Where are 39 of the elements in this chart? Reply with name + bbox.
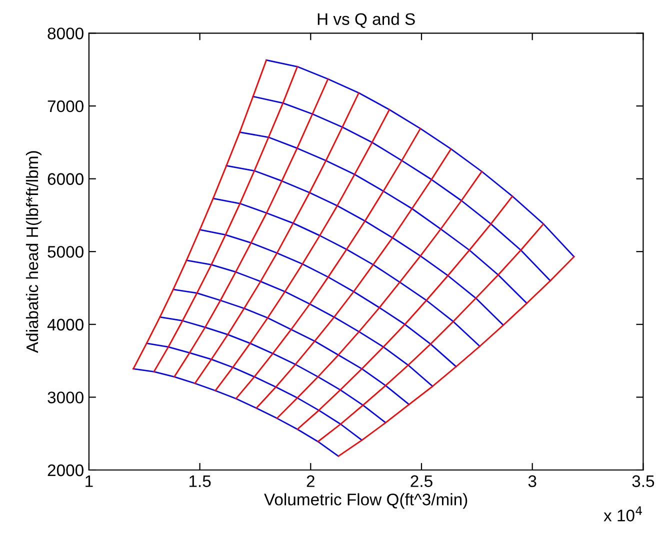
line-series — [226, 164, 504, 326]
line-series — [172, 288, 410, 406]
y-tick-label: 5000 — [48, 246, 84, 258]
line-series — [174, 78, 329, 378]
line-series — [214, 108, 390, 392]
line-series — [186, 260, 434, 387]
line-series — [235, 128, 422, 400]
line-series — [159, 316, 386, 424]
line-series — [153, 66, 298, 372]
line-series — [296, 196, 514, 430]
x-tick-label: 2.5 — [410, 475, 432, 488]
line-series — [338, 256, 575, 457]
line-series — [132, 368, 340, 457]
x-tick-label: 2 — [306, 475, 314, 487]
text: x 10$^{4}$ — [604, 506, 642, 522]
x-tick-label: 1 — [86, 475, 93, 487]
line-series — [212, 198, 480, 347]
line-series — [256, 148, 452, 409]
y-tick-label: 3000 — [48, 392, 84, 404]
x-tick-label: 1.5 — [189, 475, 211, 488]
y-tick-label: 6000 — [48, 173, 84, 185]
y-tick-label: 7000 — [48, 100, 84, 112]
y-tick-label: 8000 — [48, 28, 84, 40]
line-series — [239, 131, 528, 304]
line-series — [276, 170, 482, 419]
y-tick-label: 2000 — [48, 464, 84, 476]
y-axis-title: Adiabatic head H(lbf*ft/lbm) — [26, 151, 42, 353]
line-series — [132, 59, 268, 370]
line-series — [199, 229, 457, 368]
line-series — [146, 342, 363, 441]
y-tick-label: 4000 — [47, 318, 84, 331]
x-axis-title: Volumetric Flow Q(ft^3/min) — [264, 493, 468, 509]
line-series — [317, 223, 544, 442]
line-series — [252, 96, 551, 282]
line-series — [194, 92, 360, 384]
line-series — [266, 59, 575, 258]
x-tick-label: 3.5 — [632, 475, 654, 488]
x-tick-label: 3 — [528, 475, 536, 488]
chart-title: H vs Q and S — [318, 12, 415, 28]
